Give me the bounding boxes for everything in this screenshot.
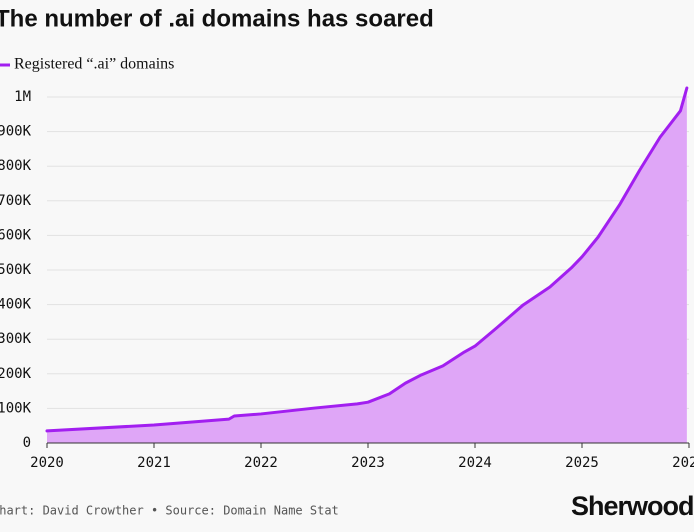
x-tick-label: 2025: [565, 455, 599, 471]
legend-label: Registered “.ai” domains: [14, 56, 174, 73]
y-tick-label: 700K: [0, 193, 32, 209]
x-tick-label: 2020: [30, 455, 64, 471]
y-tick-label: 900K: [0, 124, 32, 140]
y-tick-label: 200K: [0, 366, 32, 382]
x-tick-label: 2022: [244, 455, 278, 471]
y-tick-label: 400K: [0, 297, 32, 313]
line: [45, 86, 689, 433]
chart-title: The number of .ai domains has soared: [0, 5, 434, 32]
y-tick-label: 600K: [0, 227, 32, 243]
y-tick-label: 500K: [0, 262, 32, 278]
brand: Sherwood: [571, 491, 694, 521]
y-tick-label: 300K: [0, 331, 32, 347]
x-tick-label: 2024: [458, 455, 492, 471]
x-tick-label: 2023: [351, 455, 385, 471]
area: [47, 88, 687, 443]
y-tick-label: 800K: [0, 158, 32, 174]
x-tick-label: 2026: [672, 455, 694, 471]
y-tick-label: 100K: [0, 400, 32, 416]
source: Chart: David Crowther • Source: Domain N…: [0, 504, 339, 518]
x-tick-label: 2021: [137, 455, 171, 471]
y-tick-label: 0: [23, 435, 31, 451]
y-tick-label: 1M: [14, 89, 31, 105]
